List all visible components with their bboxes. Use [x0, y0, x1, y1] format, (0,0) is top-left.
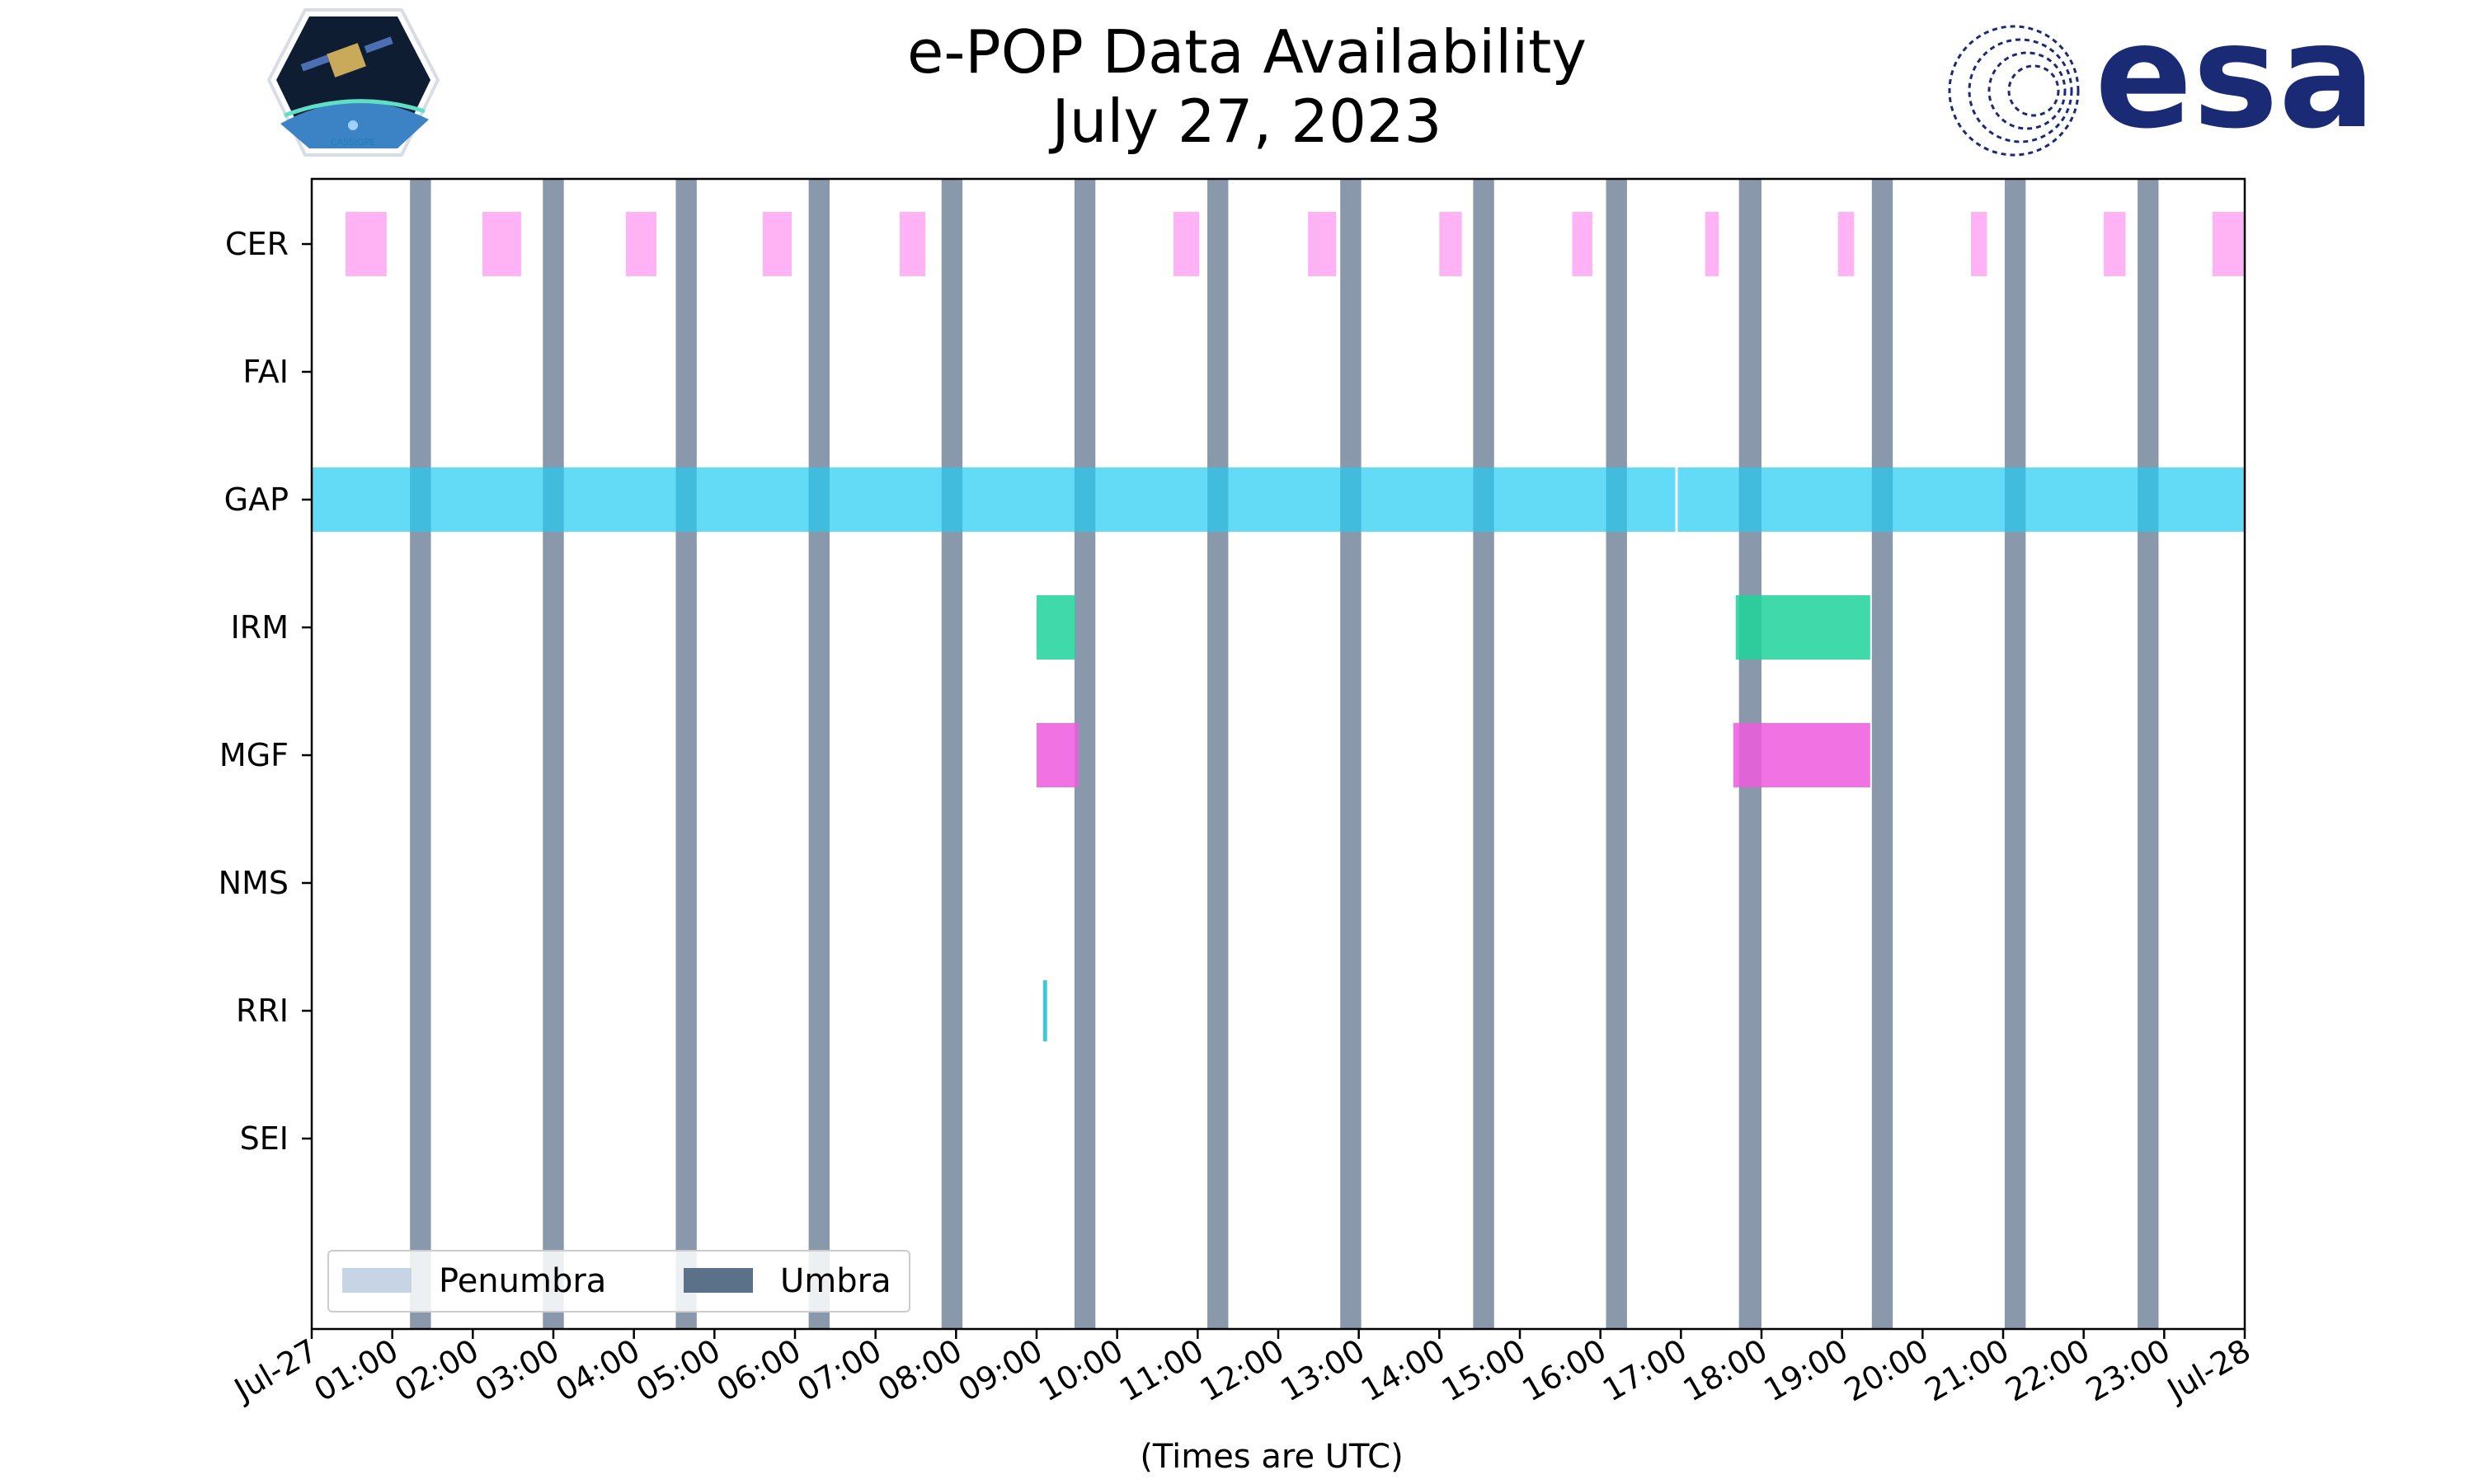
x-tick-label: 08:00	[872, 1332, 968, 1409]
x-tick-label: 15:00	[1436, 1332, 1532, 1409]
bar-cer	[1439, 212, 1462, 276]
esa-wordmark: esa	[2095, 0, 2376, 161]
cassiope-logo: CASSIOPE	[266, 8, 440, 157]
bar-cer	[899, 212, 926, 276]
satellite-icon	[300, 36, 393, 77]
umbra-band	[1340, 179, 1362, 1329]
x-tick-label: 14:00	[1355, 1332, 1451, 1409]
bar-cer	[482, 212, 521, 276]
bar-cer	[625, 212, 657, 276]
bar-cer	[1837, 212, 1855, 276]
esa-swirl-icon	[1948, 25, 2080, 157]
x-tick-label: 20:00	[1838, 1332, 1935, 1409]
x-tick-label: 23:00	[2080, 1332, 2176, 1409]
umbra-band	[543, 179, 564, 1329]
x-tick-label: 16:00	[1516, 1332, 1612, 1409]
bar-cer	[2104, 212, 2126, 276]
x-tick-label: 19:00	[1757, 1332, 1854, 1409]
x-tick-label: 17:00	[1597, 1332, 1693, 1409]
umbra-band	[1207, 179, 1229, 1329]
bar-rri	[1042, 980, 1047, 1041]
x-tick-label: Jul-27	[227, 1332, 323, 1409]
umbra-band	[2004, 179, 2026, 1329]
bar-cer	[1970, 212, 1987, 276]
y-tick-label-sei: SEI	[240, 1120, 289, 1157]
x-axis-label: (Times are UTC)	[1140, 1438, 1403, 1476]
bar-cer	[346, 212, 387, 276]
y-tick-label-mgf: MGF	[219, 737, 289, 773]
y-tick-label-irm: IRM	[231, 609, 289, 646]
x-tick-label: 21:00	[1919, 1332, 2015, 1409]
legend-swatch-umbra	[684, 1268, 753, 1293]
bar-irm	[1735, 595, 1870, 660]
legend-swatch-penumbra	[342, 1268, 412, 1293]
bar-cer	[1308, 212, 1337, 276]
legend-label-umbra: Umbra	[780, 1262, 891, 1300]
x-tick-label: Jul-28	[2160, 1332, 2256, 1409]
umbra-band	[941, 179, 963, 1329]
esa-logo: esa	[1948, 0, 2376, 161]
bar-cer	[1572, 212, 1592, 276]
umbra-band	[1473, 179, 1494, 1329]
bar-irm	[1037, 595, 1075, 660]
bar-mgf	[1733, 723, 1870, 787]
bar-cer	[762, 212, 793, 276]
umbra-band	[1606, 179, 1627, 1329]
y-tick-label-nms: NMS	[219, 865, 289, 901]
bar-cer	[2212, 212, 2245, 276]
x-tick-label: 10:00	[1032, 1332, 1129, 1409]
x-tick-label: 06:00	[711, 1332, 807, 1409]
plot-area	[312, 179, 2245, 1329]
x-tick-label: 05:00	[630, 1332, 727, 1409]
legend: Penumbra Umbra	[327, 1250, 910, 1313]
bar-cer	[1174, 212, 1200, 276]
chart-title-line-1: e-POP Data Availability	[907, 17, 1587, 87]
plot-background	[312, 179, 2245, 1329]
bar-mgf	[1037, 723, 1079, 787]
x-tick-label: 13:00	[1274, 1332, 1371, 1409]
y-tick-label-gap: GAP	[224, 481, 289, 518]
umbra-band	[410, 179, 431, 1329]
chart-title-line-2: July 27, 2023	[1049, 87, 1442, 156]
x-tick-label: 04:00	[549, 1332, 646, 1409]
legend-label-penumbra: Penumbra	[439, 1262, 606, 1300]
umbra-band	[1871, 179, 1893, 1329]
bar-gap	[312, 467, 1676, 532]
x-tick-label: 11:00	[1113, 1332, 1210, 1409]
x-tick-label: 12:00	[1194, 1332, 1291, 1409]
x-tick-label: 22:00	[1999, 1332, 2095, 1409]
umbra-band	[2138, 179, 2159, 1329]
x-tick-label: 18:00	[1677, 1332, 1774, 1409]
legend-box	[327, 1250, 910, 1313]
umbra-band	[675, 179, 697, 1329]
bar-cer	[1705, 212, 1719, 276]
y-tick-label-fai: FAI	[242, 354, 289, 390]
x-tick-label: 02:00	[388, 1332, 485, 1409]
y-tick-label-cer: CER	[225, 226, 289, 262]
umbra-band	[808, 179, 830, 1329]
bar-gap	[1677, 467, 2245, 532]
cassiope-label: CASSIOPE	[331, 137, 376, 148]
x-tick-label: 01:00	[308, 1332, 404, 1409]
x-tick-label: 03:00	[469, 1332, 566, 1409]
x-tick-label: 09:00	[952, 1332, 1049, 1409]
y-tick-label-rri: RRI	[236, 993, 289, 1029]
x-tick-label: 07:00	[791, 1332, 887, 1409]
